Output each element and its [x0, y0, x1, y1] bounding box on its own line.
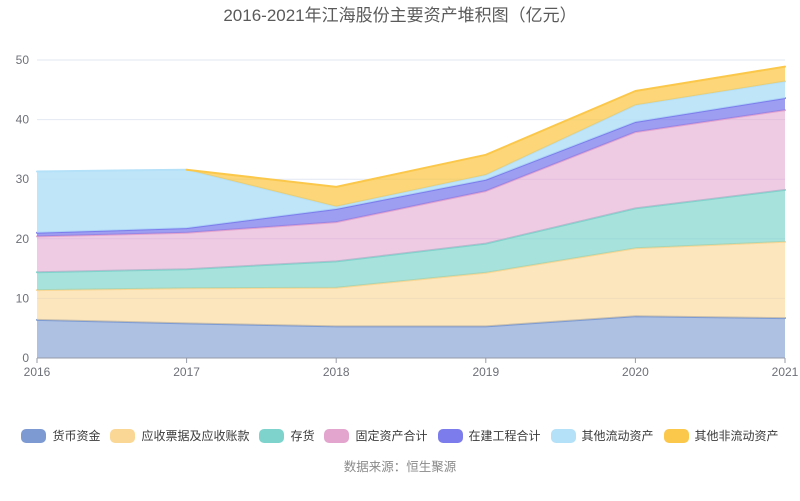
legend-label: 其他流动资产: [581, 429, 654, 443]
y-axis-label: 30: [16, 172, 30, 186]
x-axis-label: 2016: [24, 365, 51, 379]
legend-item-在建工程合计[interactable]: 在建工程合计: [437, 427, 541, 444]
y-axis-label: 10: [16, 291, 30, 305]
x-axis-label: 2018: [323, 365, 350, 379]
legend-swatch: [110, 428, 136, 443]
legend-item-应收票据及应收账款[interactable]: 应收票据及应收账款: [110, 427, 249, 444]
legend-label: 货币资金: [52, 429, 101, 443]
legend-item-存货[interactable]: 存货: [259, 427, 314, 444]
legend-swatch: [663, 428, 689, 443]
series-area-其他流动资产[interactable]: [37, 81, 785, 233]
legend-label: 固定资产合计: [355, 429, 428, 443]
legend-item-其他流动资产[interactable]: 其他流动资产: [550, 427, 654, 444]
legend-label: 其他非流动资产: [694, 429, 779, 443]
legend-label: 存货: [290, 429, 315, 443]
legend-item-货币资金[interactable]: 货币资金: [21, 427, 100, 444]
stacked-area-chart[interactable]: 0 10 20 30 40 50 2016 2017 2018 2019 2020 2021: [0, 0, 800, 392]
series-area-货币资金[interactable]: [37, 316, 785, 358]
legend-item-其他非流动资产[interactable]: 其他非流动资产: [663, 427, 779, 444]
legend-label: 应收票据及应收账款: [141, 429, 250, 443]
y-axis-label: 0: [22, 351, 29, 365]
y-axis-label: 20: [16, 232, 30, 246]
x-axis-label: 2017: [173, 365, 200, 379]
x-axis-label: 2019: [472, 365, 499, 379]
y-axis-label: 40: [16, 113, 30, 127]
series-area-在建工程合计[interactable]: [37, 98, 785, 237]
legend-swatch: [550, 428, 576, 443]
data-source-label: 数据来源：恒生聚源: [343, 460, 457, 474]
legend-swatch: [324, 428, 350, 443]
chart-title: 2016-2021年江海股份主要资产堆积图（亿元）: [223, 6, 577, 25]
legend-item-固定资产合计[interactable]: 固定资产合计: [324, 427, 428, 444]
series-line-其他非流动资产: [185, 65, 786, 188]
legend-swatch: [259, 428, 285, 443]
series-area-应收票据及应收账款[interactable]: [37, 241, 785, 327]
series-area-固定资产合计[interactable]: [37, 110, 785, 273]
series-area-其他非流动资产[interactable]: [186, 66, 786, 207]
legend-swatch: [437, 428, 463, 443]
x-axis-label: 2020: [622, 365, 649, 379]
legend-label: 在建工程合计: [468, 429, 541, 443]
legend-swatch: [21, 428, 47, 443]
y-axis-label: 50: [16, 53, 30, 67]
legend: 货币资金 应收票据及应收账款 存货 固定资产合计 在建工程合计 其他流动资产 其他非流动资产: [0, 427, 800, 444]
x-axis-label: 2021: [772, 365, 799, 379]
